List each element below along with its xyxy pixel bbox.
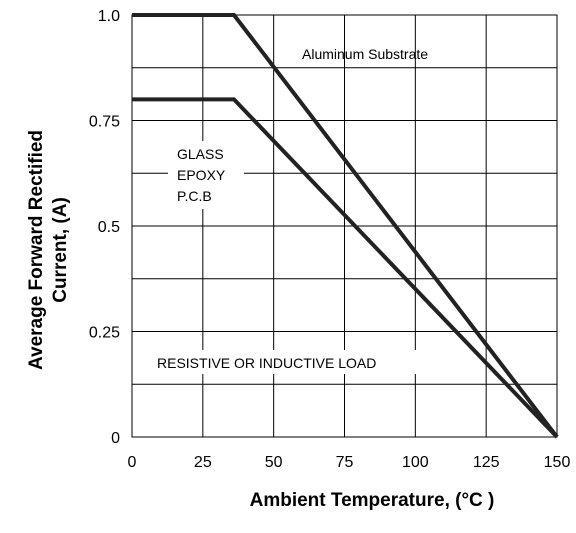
annotation-load: RESISTIVE OR INDUCTIVE LOAD <box>157 355 376 371</box>
annotation-aluminum: Aluminum Substrate <box>302 46 428 62</box>
y-axis-title-line-2: Current, (A) <box>50 197 71 303</box>
x-tick-label: 25 <box>194 454 212 471</box>
axes <box>131 14 558 438</box>
y-tick-label: 0.75 <box>89 114 120 131</box>
series-line-glass-epoxy-pcb <box>132 97 559 439</box>
series-lines <box>132 13 559 439</box>
annotation-load-background <box>150 350 440 374</box>
annotation-glass-line-2: EPOXY <box>177 167 226 183</box>
y-tick-label: 1.0 <box>98 8 120 25</box>
annotation-glass-line-3: P.C.B <box>177 188 212 204</box>
y-axis-title-line-1: Average Forward Rectified <box>26 130 47 370</box>
x-tick-label: 150 <box>544 454 571 471</box>
plot-frame <box>131 14 558 438</box>
x-tick-label: 75 <box>336 454 354 471</box>
tick-labels: 0 25 50 75 100 125 150 0 0.25 0.5 0.75 1.0 <box>89 8 571 471</box>
x-axis-title: Ambient Temperature, (°C ) <box>250 490 495 511</box>
x-tick-label: 50 <box>265 454 283 471</box>
y-tick-label: 0.5 <box>98 219 120 236</box>
x-tick-label: 100 <box>402 454 429 471</box>
y-tick-label: 0.25 <box>89 325 120 342</box>
annotation-glass-background <box>168 141 244 209</box>
annotation-glass-line-1: GLASS <box>177 146 224 162</box>
series-line-aluminum-substrate <box>132 13 559 439</box>
x-tick-label: 0 <box>128 454 137 471</box>
x-tick-label: 125 <box>473 454 500 471</box>
y-tick-label: 0 <box>111 430 120 447</box>
